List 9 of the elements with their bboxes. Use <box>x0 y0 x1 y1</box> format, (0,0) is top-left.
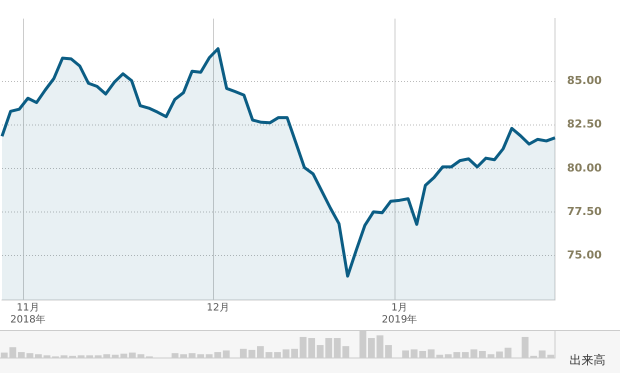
y-tick-label: 80.00 <box>567 161 602 174</box>
x-tick-label: 1月 2019年 <box>382 302 418 326</box>
y-axis-title: 出来高 <box>570 353 606 368</box>
y-tick-label: 77.50 <box>567 204 602 218</box>
x-tick-label: 12月 <box>206 302 230 314</box>
y-tick-label: 75.00 <box>567 248 602 262</box>
x-tick-label: 11月 2018年 <box>10 302 46 326</box>
y-tick-label: 85.00 <box>567 74 602 88</box>
y-tick-label: 82.50 <box>567 118 602 131</box>
